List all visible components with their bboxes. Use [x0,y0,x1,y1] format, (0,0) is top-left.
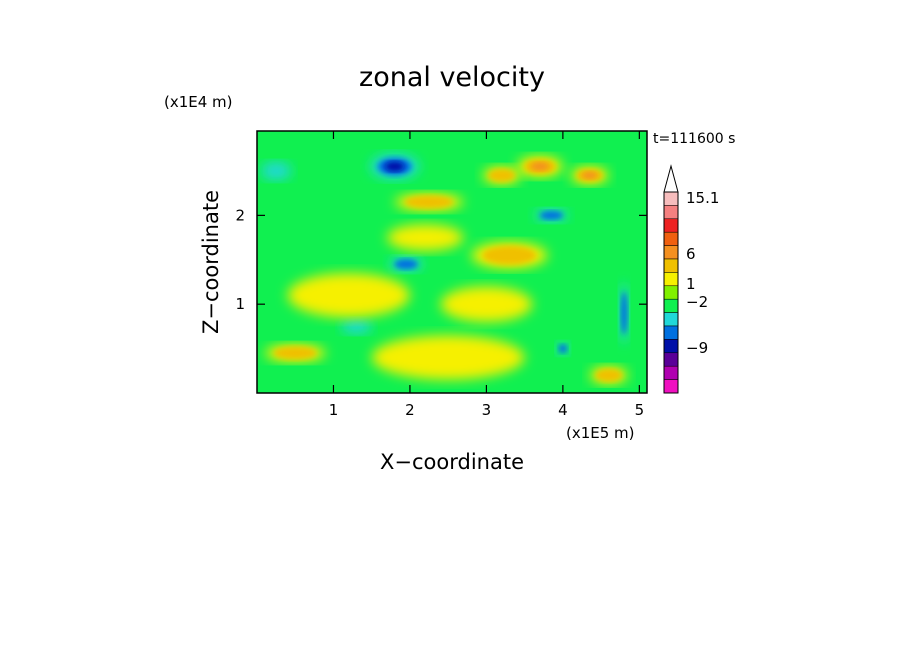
colorbar-label: −2 [686,293,708,311]
x-tick-label: 3 [482,401,492,419]
field-blob-neg-6-0 [341,319,372,334]
colorbar-label: 15.1 [686,189,719,207]
chart-title: zonal velocity [359,62,545,93]
colorbar-swatch [663,325,679,340]
field-blob-pos-10-1 [404,195,454,209]
x-axis: 1 2 3 4 5 [329,131,644,419]
x-tick-label: 5 [635,401,645,419]
field-blob-pos-13-1 [595,369,623,382]
colorbar-swatch [663,205,679,220]
field-blob-pos-12-1 [273,346,317,360]
x-unit-label: (x1E5 m) [566,424,635,442]
x-tick-label: 2 [405,401,415,419]
colorbar-swatch [663,312,679,327]
y-axis-title: Z−coordinate [199,190,223,334]
field-blob-pos-15-0 [287,273,410,318]
colorbar-frame [663,191,679,394]
colorbar-swatch [663,285,679,300]
x-tick-label: 1 [329,401,339,419]
field-blob-neg-3-1 [558,344,568,353]
colorbar-swatch [663,272,679,287]
colorbar-label: 1 [686,275,696,293]
colorbar-swatch [663,245,679,260]
colorbar-swatch [663,352,679,367]
field-blob-neg-4-1 [620,291,628,335]
colorbar-swatch [663,258,679,273]
colorbar: 15.1 6 1−2 −9 [663,164,719,394]
field-blob-neg-2-1 [539,211,564,220]
field-blob-pos-14-0 [387,224,464,251]
colorbar-swatch [663,191,679,206]
field-blob-pos-11-1 [482,246,537,265]
field-blob-pos-9-1 [488,169,516,182]
field-blob-neg-5-0 [260,162,292,180]
colorbar-swatch [663,298,679,313]
field-blob-pos-8-2 [582,171,598,179]
field-blob-pos-7-2 [530,162,550,171]
y-tick-label: 1 [235,295,245,313]
plot-frame [256,130,648,394]
colorbar-swatch [663,379,679,394]
colorbar-arrow [663,164,679,193]
colorbar-label: −9 [686,339,708,357]
field-blob-pos-17-0 [371,335,525,380]
y-unit-label: (x1E4 m) [164,93,233,111]
y-axis: 12 [235,206,647,313]
colorbar-swatch [663,339,679,354]
field-blob-pos-16-0 [440,286,533,322]
velocity-field [257,131,647,393]
field-blob-neg-0-2 [384,161,405,172]
field-blob-neg-1-1 [394,259,418,270]
y-tick-label: 2 [235,206,245,224]
colorbar-swatch [663,218,679,233]
time-label: t=111600 s [653,131,735,147]
x-axis-title: X−coordinate [380,450,524,474]
colorbar-swatch [663,231,679,246]
colorbar-swatch [663,365,679,380]
x-tick-label: 4 [558,401,568,419]
colorbar-label: 6 [686,245,696,263]
